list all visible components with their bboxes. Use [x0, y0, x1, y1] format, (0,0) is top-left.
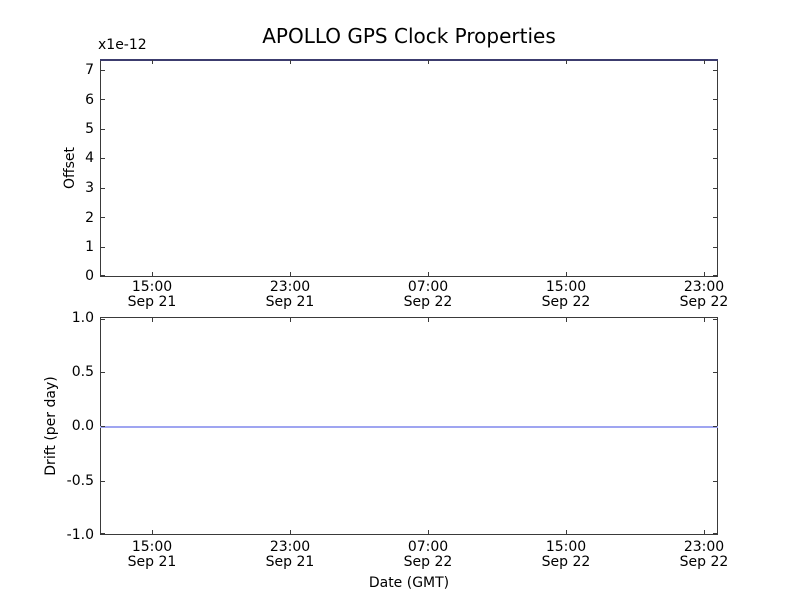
x-tick-time: 15:00 [131, 279, 173, 295]
plot-title: APOLLO GPS Clock Properties [262, 24, 556, 48]
tick-mark [152, 60, 153, 64]
tick-mark [713, 247, 717, 248]
x-tick-time: 15:00 [545, 539, 587, 555]
tick-mark [713, 99, 717, 100]
x-tick-date: Sep 21 [265, 294, 315, 310]
x-tick-time: 23:00 [269, 539, 311, 555]
x-tick-label: 15:00 Sep 21 [107, 280, 197, 310]
x-tick-time: 23:00 [269, 279, 311, 295]
x-tick-time: 15:00 [545, 279, 587, 295]
x-tick-label: 15:00 Sep 22 [521, 540, 611, 570]
tick-mark [713, 70, 717, 71]
tick-mark [428, 272, 429, 276]
x-tick-time: 23:00 [683, 279, 725, 295]
tick-mark [101, 247, 105, 248]
x-tick-label: 23:00 Sep 21 [245, 540, 335, 570]
x-tick-date: Sep 22 [403, 294, 453, 310]
tick-mark [713, 158, 717, 159]
offset-scale-label: x1e-12 [98, 37, 147, 53]
tick-mark [101, 372, 105, 373]
x-tick-label: 23:00 Sep 21 [245, 280, 335, 310]
y-tick-label: 7 [85, 62, 94, 78]
x-tick-time: 15:00 [131, 539, 173, 555]
tick-mark [566, 60, 567, 64]
tick-mark [428, 530, 429, 534]
tick-mark [152, 318, 153, 322]
tick-mark [713, 275, 717, 276]
x-tick-time: 07:00 [407, 539, 449, 555]
tick-mark [101, 533, 105, 534]
tick-mark [290, 272, 291, 276]
tick-mark [566, 530, 567, 534]
y-tick-label: 3 [85, 180, 94, 196]
tick-mark [101, 129, 105, 130]
tick-mark [290, 60, 291, 64]
x-tick-date: Sep 21 [127, 554, 177, 570]
tick-mark [152, 272, 153, 276]
tick-mark [101, 217, 105, 218]
tick-mark [713, 319, 717, 320]
tick-mark [713, 372, 717, 373]
y-tick-label: 0.5 [71, 364, 94, 380]
tick-mark [713, 129, 717, 130]
y-tick-label: 1 [85, 239, 94, 255]
x-tick-label: 15:00 Sep 22 [521, 280, 611, 310]
y-tick-label: -0.5 [66, 473, 94, 489]
tick-mark [101, 481, 105, 482]
tick-mark [152, 530, 153, 534]
drift-axis-label: Drift (per day) [43, 376, 59, 476]
y-tick-label: 5 [85, 121, 94, 137]
tick-mark [101, 275, 105, 276]
bottom-plot-area [100, 317, 718, 535]
y-tick-label: 1.0 [71, 310, 94, 326]
top-plot-area [100, 59, 718, 277]
y-tick-label: 0.0 [71, 418, 94, 434]
x-tick-date: Sep 21 [127, 294, 177, 310]
y-tick-label: 0 [85, 268, 94, 284]
tick-mark [713, 481, 717, 482]
tick-mark [713, 217, 717, 218]
y-tick-label: 4 [85, 150, 94, 166]
tick-mark [101, 99, 105, 100]
tick-mark [566, 318, 567, 322]
tick-mark [713, 426, 717, 427]
tick-mark [101, 70, 105, 71]
y-tick-label: 6 [85, 92, 94, 108]
tick-mark [713, 533, 717, 534]
x-tick-date: Sep 22 [403, 554, 453, 570]
x-tick-time: 07:00 [407, 279, 449, 295]
y-tick-label: 2 [85, 210, 94, 226]
x-tick-label: 07:00 Sep 22 [383, 280, 473, 310]
tick-mark [101, 188, 105, 189]
drift-series-line [100, 426, 718, 428]
x-tick-label: 07:00 Sep 22 [383, 540, 473, 570]
y-tick-label: -1.0 [66, 527, 94, 543]
tick-mark [566, 272, 567, 276]
x-tick-date: Sep 22 [541, 554, 591, 570]
tick-mark [428, 60, 429, 64]
tick-mark [704, 530, 705, 534]
offset-series-line [100, 59, 718, 61]
x-tick-date: Sep 22 [679, 554, 729, 570]
x-tick-label: 23:00 Sep 22 [659, 280, 749, 310]
x-tick-date: Sep 22 [679, 294, 729, 310]
tick-mark [290, 318, 291, 322]
tick-mark [704, 60, 705, 64]
tick-mark [290, 530, 291, 534]
tick-mark [101, 426, 105, 427]
x-tick-label: 23:00 Sep 22 [659, 540, 749, 570]
tick-mark [101, 158, 105, 159]
tick-mark [428, 318, 429, 322]
x-tick-date: Sep 21 [265, 554, 315, 570]
date-axis-label: Date (GMT) [368, 575, 450, 591]
tick-mark [713, 188, 717, 189]
x-tick-time: 23:00 [683, 539, 725, 555]
tick-mark [101, 319, 105, 320]
x-tick-label: 15:00 Sep 21 [107, 540, 197, 570]
tick-mark [704, 272, 705, 276]
tick-mark [704, 318, 705, 322]
offset-axis-label: Offset [62, 146, 78, 190]
x-tick-date: Sep 22 [541, 294, 591, 310]
